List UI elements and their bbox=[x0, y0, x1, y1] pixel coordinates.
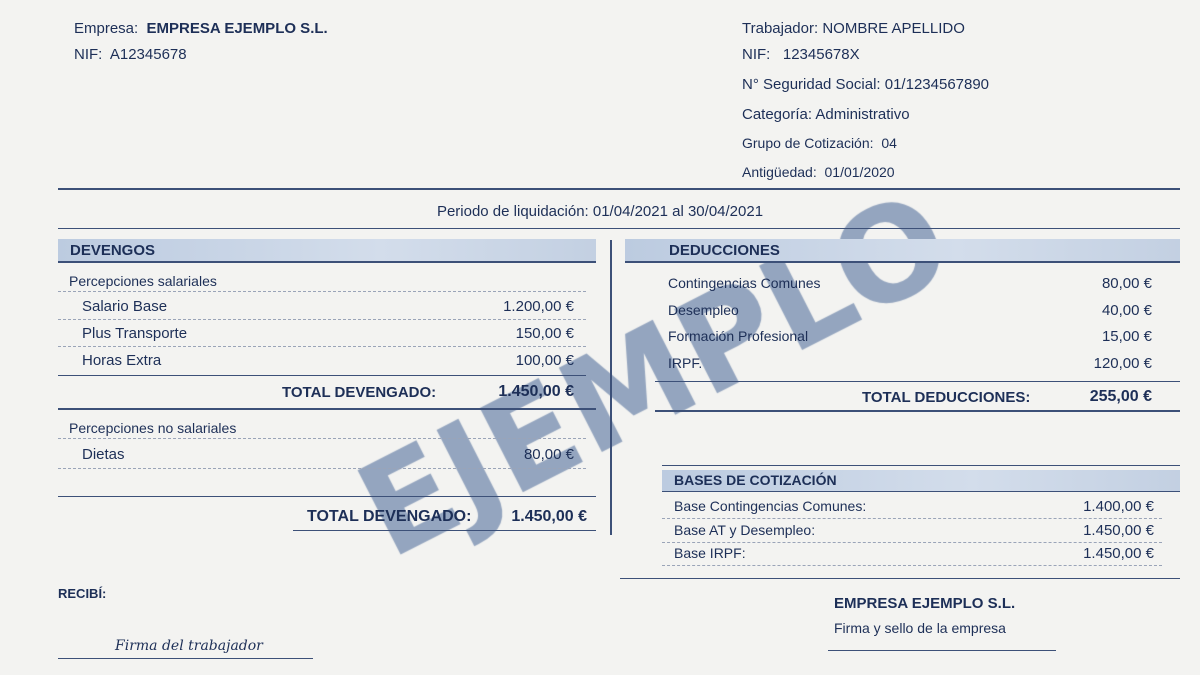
base-label: Base IRPF: bbox=[674, 545, 746, 561]
group: 04 bbox=[881, 135, 897, 151]
deduction-value: 120,00 € bbox=[1093, 354, 1152, 372]
divider bbox=[58, 346, 586, 347]
divider bbox=[655, 381, 1180, 382]
deduction-label: Formación Profesional bbox=[668, 328, 809, 344]
company-signature-line bbox=[828, 650, 1056, 651]
company-name: EMPRESA EJEMPLO S.L. bbox=[146, 20, 328, 37]
group-label: Grupo de Cotización: bbox=[742, 135, 874, 151]
deduction-value: 40,00 € bbox=[1101, 301, 1152, 319]
divider bbox=[662, 518, 1162, 519]
line-item-value: 1.200,00 € bbox=[503, 298, 574, 315]
deducciones-title: DEDUCCIONES bbox=[669, 242, 780, 259]
ss-number: 01/1234567890 bbox=[884, 76, 990, 93]
base-label: Base Contingencias Comunes: bbox=[674, 498, 867, 514]
line-item-label: Horas Extra bbox=[82, 352, 162, 369]
divider bbox=[655, 410, 1180, 412]
total-devengado: 1.450,00 € bbox=[498, 383, 574, 400]
line-item-value: 100,00 € bbox=[515, 352, 574, 369]
worker-name: NOMBRE APELLIDO bbox=[822, 20, 965, 37]
total-deducciones-label: TOTAL DEDUCCIONES: bbox=[862, 389, 1031, 406]
worker-nif: 12345678X bbox=[782, 46, 860, 63]
deduction-label: Contingencias Comunes bbox=[668, 275, 821, 291]
grand-total-label: TOTAL DEVENGADO: bbox=[307, 508, 472, 525]
worker-signature-label: Firma del trabajador bbox=[115, 638, 263, 654]
seniority-label: Antigüedad: bbox=[742, 164, 817, 180]
company-nif-label: NIF: bbox=[74, 46, 103, 63]
grand-total: 1.450,00 € bbox=[511, 508, 587, 525]
category: Administrativo bbox=[815, 106, 910, 123]
line-item-label: Salario Base bbox=[82, 298, 168, 315]
divider bbox=[58, 496, 596, 497]
devengos-header: DEVENGOS bbox=[58, 239, 596, 263]
divider bbox=[662, 565, 1162, 566]
worker-signature-line bbox=[58, 658, 313, 659]
divider bbox=[293, 530, 596, 531]
deduction-value: 15,00 € bbox=[1101, 328, 1152, 345]
divider bbox=[58, 375, 586, 376]
deducciones-header: DEDUCCIONES bbox=[625, 239, 1180, 263]
divider bbox=[58, 319, 586, 320]
base-value: 1.450,00 € bbox=[1083, 521, 1154, 539]
divider bbox=[58, 228, 1180, 229]
divider bbox=[58, 188, 1180, 190]
devengos-title: DEVENGOS bbox=[70, 242, 156, 259]
divider bbox=[662, 541, 1162, 543]
base-value: 1.400,00 € bbox=[1083, 498, 1154, 515]
category-label: Categoría: bbox=[742, 106, 813, 123]
worker-nif-label: NIF: bbox=[742, 46, 771, 63]
divider bbox=[662, 465, 1180, 466]
divider bbox=[58, 438, 586, 439]
company-signature-name: EMPRESA EJEMPLO S.L. bbox=[834, 595, 1016, 612]
column-divider bbox=[610, 240, 612, 535]
settlement-period: Periodo de liquidación: 01/04/2021 al 30… bbox=[436, 203, 764, 220]
line-item-label: Dietas bbox=[82, 446, 125, 463]
no-salariales-label: Percepciones no salariales bbox=[69, 420, 237, 436]
line-item-value: 150,00 € bbox=[515, 325, 574, 342]
worker-label: Trabajador: bbox=[742, 20, 819, 37]
seniority: 01/01/2020 bbox=[824, 164, 895, 180]
ss-label: N° Seguridad Social: bbox=[742, 76, 881, 93]
divider bbox=[58, 291, 586, 292]
salariales-label: Percepciones salariales bbox=[69, 273, 217, 289]
deduction-label: IRPF. bbox=[668, 354, 703, 371]
total-deducciones: 255,00 € bbox=[1089, 388, 1152, 405]
recibi-label: RECIBÍ: bbox=[58, 586, 107, 601]
line-item-value: 80,00 € bbox=[523, 446, 574, 463]
line-item-label: Plus Transporte bbox=[82, 325, 188, 342]
base-value: 1.450,00 € bbox=[1083, 545, 1154, 562]
total-devengado-label: TOTAL DEVENGADO: bbox=[282, 384, 437, 401]
base-label: Base AT y Desempleo: bbox=[674, 521, 816, 538]
divider bbox=[58, 468, 586, 469]
divider bbox=[58, 408, 596, 410]
company-signature-label: Firma y sello de la empresa bbox=[834, 620, 1006, 636]
company-nif: A12345678 bbox=[109, 46, 187, 63]
company-label: Empresa: bbox=[74, 20, 139, 37]
bases-header: BASES DE COTIZACIÓN bbox=[662, 470, 1180, 492]
bases-title: BASES DE COTIZACIÓN bbox=[674, 472, 837, 488]
deduction-value: 80,00 € bbox=[1101, 275, 1152, 292]
deduction-label: Desempleo bbox=[668, 301, 739, 318]
divider bbox=[620, 578, 1180, 579]
